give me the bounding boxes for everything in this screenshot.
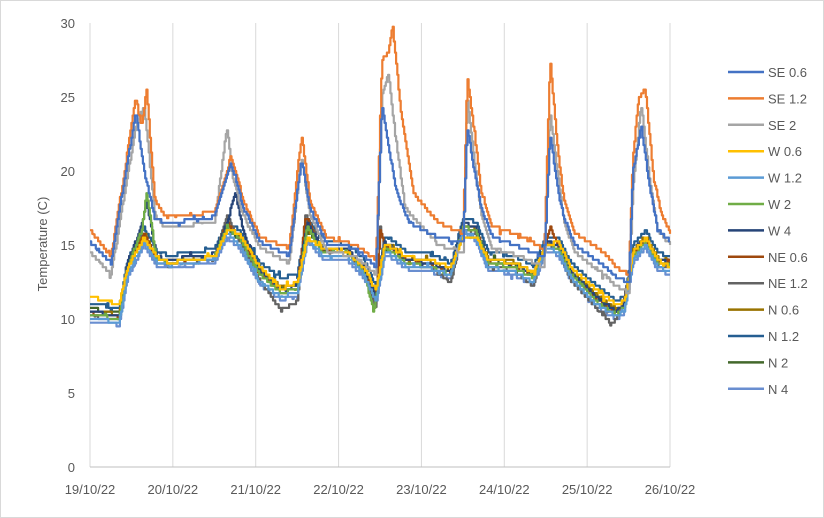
legend-label: N 0.6 [768,303,799,318]
x-tick-label: 21/10/22 [230,482,281,497]
legend-item: SE 2 [728,118,796,133]
legend-item: N 4 [728,382,788,397]
y-tick-labels: 0 5 10 15 20 25 30 [61,16,75,475]
x-tick-label: 22/10/22 [313,482,364,497]
y-tick-label: 0 [68,460,75,475]
series-line-w-0-6 [90,229,670,306]
y-tick-label: 25 [61,90,75,105]
series-line-se-1-2 [90,25,672,276]
legend-item: SE 1.2 [728,91,807,106]
y-tick-label: 20 [61,164,75,179]
legend-item: SE 0.6 [728,65,807,80]
legend-label: N 4 [768,382,788,397]
legend-label: W 4 [768,223,791,238]
x-tick-label: 24/10/22 [479,482,530,497]
x-tick-label: 25/10/22 [562,482,613,497]
series-line-se-0-6 [90,107,670,284]
legend-item: N 1.2 [728,329,799,344]
legend-item: W 4 [728,223,791,238]
x-tick-label: 19/10/22 [65,482,116,497]
gridlines [89,23,671,467]
x-tick-label: 23/10/22 [396,482,447,497]
legend-label: W 1.2 [768,171,802,186]
legend-label: N 2 [768,355,788,370]
legend-label: SE 2 [768,118,796,133]
legend-label: W 2 [768,197,791,212]
legend-item: N 2 [728,355,788,370]
series-lines [90,25,672,328]
x-tick-labels: 19/10/22 20/10/22 21/10/22 22/10/22 23/10/22… [65,482,696,497]
legend-label: SE 1.2 [768,91,807,106]
legend-item: W 0.6 [728,144,802,159]
legend: SE 0.6 SE 1.2 SE 2 W 0.6 W 1.2 W 2 W 4 NE 0.6 NE… [728,65,808,397]
legend-label: SE 0.6 [768,65,807,80]
y-tick-label: 5 [68,386,75,401]
legend-item: N 0.6 [728,303,799,318]
y-axis-title: Temperature (C) [35,197,50,292]
legend-item: NE 0.6 [728,250,808,265]
legend-item: W 1.2 [728,171,802,186]
y-tick-label: 15 [61,238,75,253]
x-tick-label: 26/10/22 [645,482,696,497]
legend-label: N 1.2 [768,329,799,344]
legend-item: NE 1.2 [728,276,808,291]
x-tick-label: 20/10/22 [148,482,199,497]
legend-label: W 0.6 [768,144,802,159]
y-tick-label: 30 [61,16,75,31]
legend-item: W 2 [728,197,791,212]
legend-label: NE 0.6 [768,250,808,265]
y-tick-label: 10 [61,312,75,327]
legend-label: NE 1.2 [768,276,808,291]
